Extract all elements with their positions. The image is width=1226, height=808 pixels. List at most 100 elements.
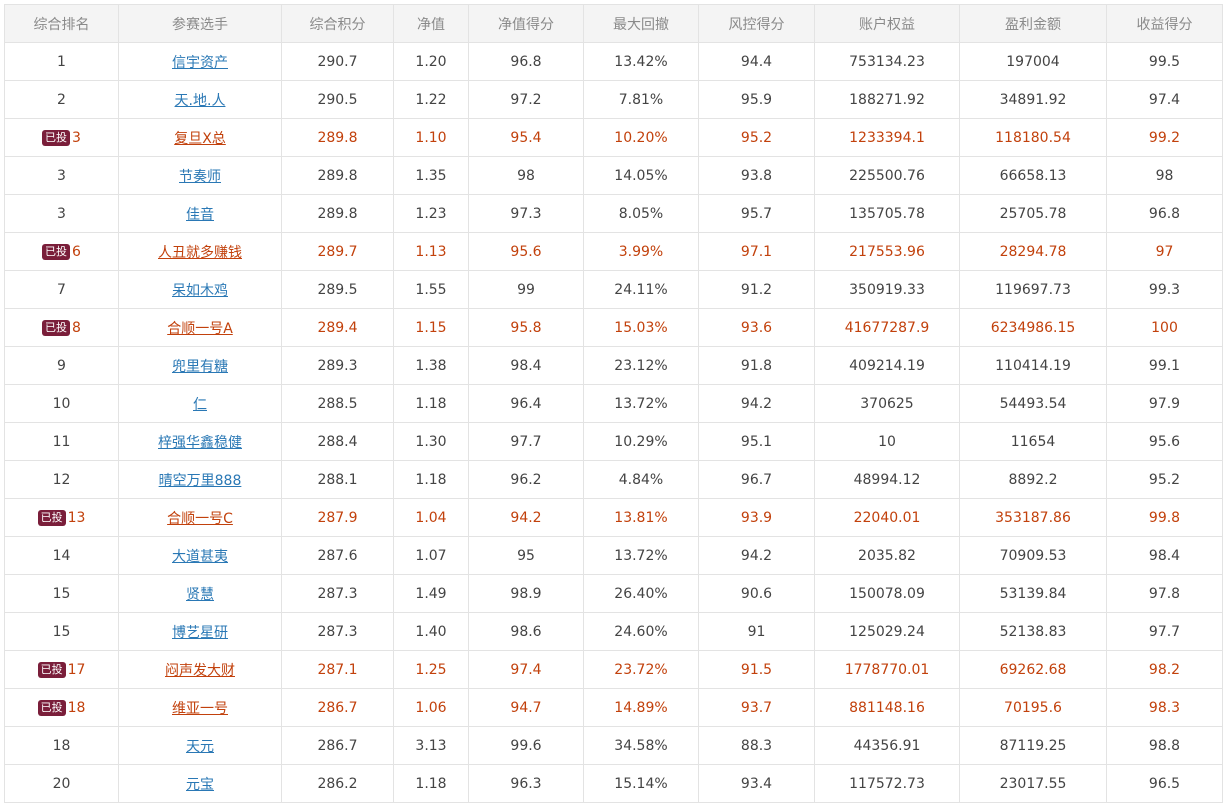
net-value-cell: 1.18	[393, 384, 469, 423]
risk-score-cell: 95.9	[698, 80, 815, 119]
col-profit-header: 盈利金额	[959, 4, 1107, 43]
profit-amount-cell: 110414.19	[959, 346, 1107, 385]
rank-cell: 9	[4, 346, 119, 385]
rank-number: 3	[57, 167, 66, 184]
account-equity-cell: 22040.01	[814, 498, 960, 537]
table-row: 已投 3 复旦X总 289.8 1.10 95.4 10.20% 95.2 1233394.1 1…	[4, 118, 1223, 157]
player-link[interactable]: 兜里有糖	[172, 358, 228, 375]
table-row: 3 节奏师 289.8 1.35 98 14.05% 93.8 225500.76 66658.…	[4, 156, 1223, 195]
profit-amount-cell: 66658.13	[959, 156, 1107, 195]
risk-score-cell: 90.6	[698, 574, 815, 613]
profit-amount-cell: 6234986.15	[959, 308, 1107, 347]
table-row: 1 信宇资产 290.7 1.20 96.8 13.42% 94.4 753134.23 197…	[4, 42, 1223, 81]
net-value-cell: 1.30	[393, 422, 469, 461]
table-row: 14 大道甚夷 287.6 1.07 95 13.72% 94.2 2035.82 70909.…	[4, 536, 1223, 575]
account-equity-cell: 217553.96	[814, 232, 960, 271]
rank-cell: 已投 6	[4, 232, 119, 271]
net-value-cell: 1.35	[393, 156, 469, 195]
rank-number: 9	[57, 357, 66, 374]
account-equity-cell: 409214.19	[814, 346, 960, 385]
player-cell: 晴空万里888	[118, 460, 282, 499]
player-link[interactable]: 维亚一号	[172, 700, 228, 717]
player-link[interactable]: 元宝	[186, 776, 214, 793]
return-score-cell: 99.3	[1106, 270, 1223, 309]
account-equity-cell: 753134.23	[814, 42, 960, 81]
player-link[interactable]: 呆如木鸡	[172, 282, 228, 299]
return-score-cell: 99.8	[1106, 498, 1223, 537]
table-row: 15 博艺星研 287.3 1.40 98.6 24.60% 91 125029.24 5213…	[4, 612, 1223, 651]
rank-number: 3	[57, 205, 66, 222]
profit-amount-cell: 69262.68	[959, 650, 1107, 689]
player-link[interactable]: 合顺一号C	[167, 510, 233, 527]
player-link[interactable]: 大道甚夷	[172, 548, 228, 565]
player-cell: 复旦X总	[118, 118, 282, 157]
table-row: 11 梓强华鑫稳健 288.4 1.30 97.7 10.29% 95.1 10 11654 95…	[4, 422, 1223, 461]
player-link[interactable]: 复旦X总	[174, 130, 226, 147]
composite-score-cell: 289.7	[281, 232, 394, 271]
account-equity-cell: 150078.09	[814, 574, 960, 613]
return-score-cell: 100	[1106, 308, 1223, 347]
player-cell: 大道甚夷	[118, 536, 282, 575]
player-link[interactable]: 梓强华鑫稳健	[158, 434, 242, 451]
return-score-cell: 97.7	[1106, 612, 1223, 651]
account-equity-cell: 10	[814, 422, 960, 461]
player-cell: 天.地.人	[118, 80, 282, 119]
max-drawdown-cell: 10.29%	[583, 422, 699, 461]
composite-score-cell: 289.8	[281, 118, 394, 157]
profit-amount-cell: 87119.25	[959, 726, 1107, 765]
risk-score-cell: 94.2	[698, 384, 815, 423]
col-return-score-header: 收益得分	[1106, 4, 1223, 43]
rank-number: 15	[52, 623, 71, 640]
max-drawdown-cell: 13.42%	[583, 42, 699, 81]
player-link[interactable]: 人丑就多赚钱	[158, 244, 242, 261]
table-row: 已投 17 闷声发大财 287.1 1.25 97.4 23.72% 91.5 1778770.…	[4, 650, 1223, 689]
risk-score-cell: 93.7	[698, 688, 815, 727]
composite-score-cell: 287.3	[281, 574, 394, 613]
table-row: 2 天.地.人 290.5 1.22 97.2 7.81% 95.9 188271.92 348…	[4, 80, 1223, 119]
return-score-cell: 98.4	[1106, 536, 1223, 575]
max-drawdown-cell: 3.99%	[583, 232, 699, 271]
player-link[interactable]: 天元	[186, 738, 214, 755]
net-value-score-cell: 99.6	[468, 726, 584, 765]
risk-score-cell: 94.2	[698, 536, 815, 575]
table-row: 9 兜里有糖 289.3 1.38 98.4 23.12% 91.8 409214.19 110…	[4, 346, 1223, 385]
player-cell: 信宇资产	[118, 42, 282, 81]
net-value-score-cell: 96.8	[468, 42, 584, 81]
rank-cell: 15	[4, 612, 119, 651]
composite-score-cell: 287.6	[281, 536, 394, 575]
composite-score-cell: 290.5	[281, 80, 394, 119]
risk-score-cell: 93.8	[698, 156, 815, 195]
player-link[interactable]: 合顺一号A	[167, 320, 233, 337]
rank-number: 12	[52, 471, 71, 488]
profit-amount-cell: 119697.73	[959, 270, 1107, 309]
profit-amount-cell: 53139.84	[959, 574, 1107, 613]
net-value-cell: 1.55	[393, 270, 469, 309]
player-link[interactable]: 节奏师	[179, 168, 221, 185]
max-drawdown-cell: 15.14%	[583, 764, 699, 803]
invested-badge: 已投	[42, 129, 71, 146]
profit-amount-cell: 23017.55	[959, 764, 1107, 803]
player-link[interactable]: 晴空万里888	[158, 472, 242, 489]
composite-score-cell: 289.5	[281, 270, 394, 309]
player-link[interactable]: 天.地.人	[174, 92, 226, 109]
player-link[interactable]: 贤慧	[186, 586, 214, 603]
net-value-score-cell: 96.2	[468, 460, 584, 499]
invested-badge: 已投	[37, 509, 66, 526]
col-nav-header: 净值	[393, 4, 469, 43]
account-equity-cell: 41677287.9	[814, 308, 960, 347]
net-value-score-cell: 95.4	[468, 118, 584, 157]
account-equity-cell: 225500.76	[814, 156, 960, 195]
player-link[interactable]: 仁	[193, 396, 207, 413]
profit-amount-cell: 11654	[959, 422, 1107, 461]
max-drawdown-cell: 7.81%	[583, 80, 699, 119]
player-link[interactable]: 博艺星研	[172, 624, 228, 641]
player-link[interactable]: 信宇资产	[172, 54, 228, 71]
player-link[interactable]: 佳音	[186, 206, 214, 223]
net-value-score-cell: 98.4	[468, 346, 584, 385]
net-value-score-cell: 96.3	[468, 764, 584, 803]
player-link[interactable]: 闷声发大财	[165, 662, 235, 679]
player-cell: 贤慧	[118, 574, 282, 613]
table-body: 1 信宇资产 290.7 1.20 96.8 13.42% 94.4 753134.23 197…	[4, 42, 1223, 803]
rank-number: 2	[57, 91, 66, 108]
player-cell: 节奏师	[118, 156, 282, 195]
